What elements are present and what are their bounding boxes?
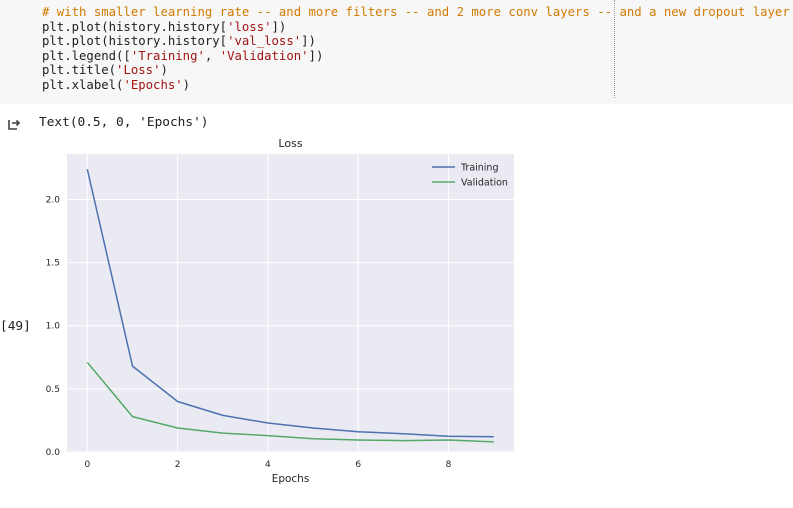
legend: Training Validation: [432, 163, 508, 189]
code-token: plt.legend([: [42, 48, 131, 63]
code-token: plt.plot(history.history[: [42, 19, 228, 34]
series-line-training: [86, 169, 494, 438]
code-token: plt.xlabel(: [42, 77, 124, 92]
code-token: plt.plot(history.history[: [42, 34, 228, 49]
code-token: 'val_loss': [227, 34, 302, 49]
code-editor[interactable]: # with smaller learning rate -- and more…: [42, 5, 790, 93]
grid: [67, 154, 514, 453]
y-tick-label: 2.0: [46, 195, 61, 205]
x-tick-label: 0: [84, 460, 90, 470]
code-line: # with smaller learning rate -- and more…: [42, 5, 790, 19]
code-token: ]): [271, 19, 287, 34]
code-token: 'Validation': [219, 48, 309, 63]
x-tick-label: 8: [446, 460, 452, 470]
x-tick-label: 2: [175, 460, 181, 470]
tick-labels: 0 2 4 6 8 0.0 0.5 1.0 1.5 2.0: [46, 195, 452, 470]
x-tick-label: 4: [265, 460, 271, 470]
code-token: # with smaller learning rate -- and more…: [42, 5, 790, 19]
code-token: 'Loss': [116, 63, 161, 78]
y-tick-label: 0.5: [46, 385, 60, 395]
code-token: ]): [301, 34, 316, 49]
legend-label: Validation: [461, 178, 508, 189]
code-token: 'Training': [130, 48, 205, 63]
series-lines: [86, 169, 494, 443]
code-line: plt.plot(history.history['val_loss']): [42, 34, 316, 48]
x-axis-label: Epochs: [272, 473, 310, 485]
y-tick-label: 0.0: [46, 448, 61, 458]
code-line: plt.title('Loss'): [42, 63, 168, 77]
code-token: 'loss': [227, 19, 272, 34]
code-line: plt.legend(['Training', 'Validation']): [42, 49, 323, 63]
code-token: ): [182, 77, 191, 92]
code-token: plt.title(: [42, 63, 117, 78]
legend-label: Training: [460, 163, 499, 174]
line-length-ruler: [614, 0, 615, 98]
code-token: 'Epochs': [123, 77, 183, 92]
execution-count[interactable]: [49]: [0, 319, 31, 334]
y-tick-label: 1.5: [46, 259, 60, 269]
code-token: ): [160, 63, 168, 78]
code-token: ,: [204, 48, 220, 63]
output-text: Text(0.5, 0, 'Epochs'): [39, 115, 209, 130]
code-token: ]): [308, 48, 324, 63]
code-line: plt.plot(history.history['loss']): [42, 20, 286, 34]
chart-title: Loss: [278, 137, 302, 150]
plot-area: [67, 154, 514, 452]
output-arrow-icon[interactable]: [7, 117, 22, 132]
series-line-validation: [86, 361, 494, 443]
code-cell[interactable]: # with smaller learning rate -- and more…: [0, 0, 793, 104]
x-tick-label: 6: [355, 460, 361, 470]
y-tick-label: 1.0: [46, 322, 61, 332]
code-line: plt.xlabel('Epochs'): [42, 78, 190, 92]
